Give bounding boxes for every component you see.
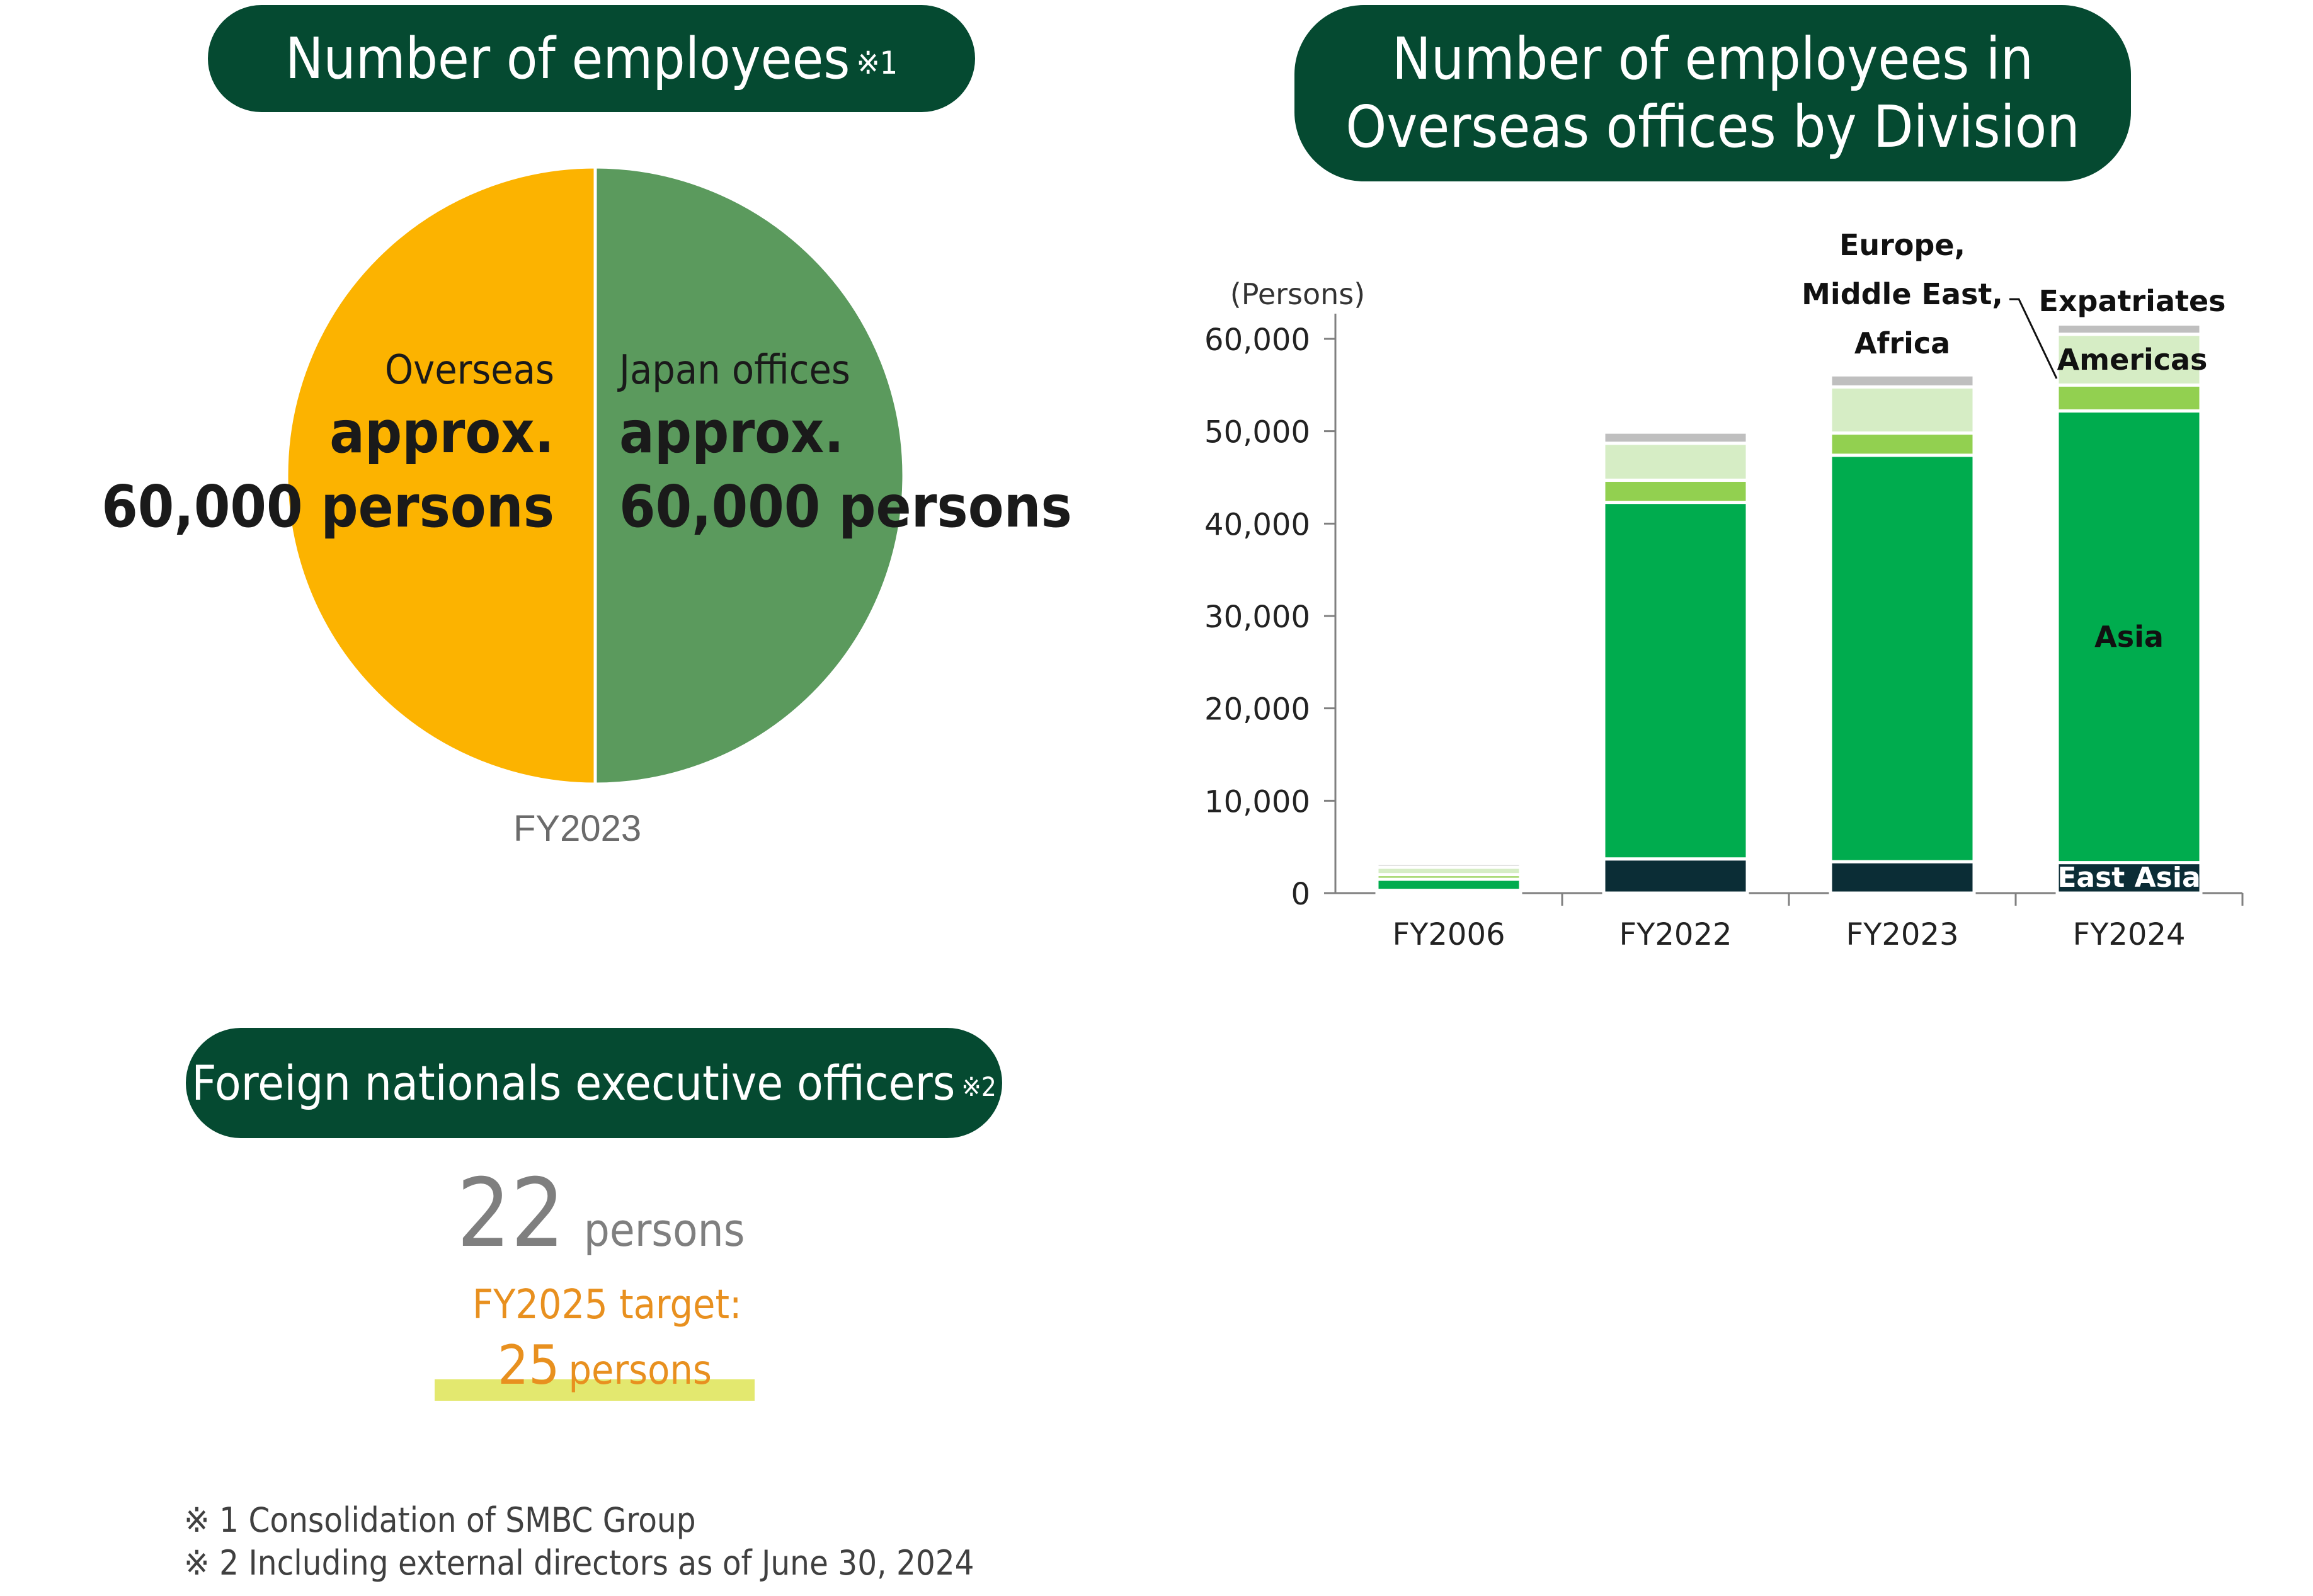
employees-pie-chart bbox=[285, 165, 906, 786]
target-number: 25 bbox=[498, 1334, 560, 1397]
executives-title: Foreign nationals executive officers ※2 bbox=[186, 1028, 1002, 1138]
series-label-europe-mea: Africa bbox=[1854, 326, 1950, 360]
series-label-europe-mea: Europe, bbox=[1839, 228, 1965, 262]
overseas-value: 60,000 persons bbox=[101, 473, 554, 540]
series-label-americas: Americas bbox=[2057, 343, 2208, 377]
target-highlight bbox=[435, 1379, 755, 1401]
executives-count: 22 persons bbox=[457, 1159, 745, 1268]
bar-segment-europe-mea bbox=[1829, 385, 1976, 435]
series-label-expatriates: Expatriates bbox=[2038, 284, 2225, 318]
overseas-label: Overseas bbox=[384, 347, 554, 394]
japan-approx: approx. bbox=[619, 399, 844, 466]
bar-segment-expatriates bbox=[1829, 373, 1976, 389]
division-title: Number of employees in Overseas offices … bbox=[1294, 5, 2131, 181]
series-label-east-asia: East Asia bbox=[2057, 862, 2200, 894]
bar-segment-expatriates bbox=[2055, 322, 2203, 336]
pie-label-overseas: Overseas approx. 60,000 persons bbox=[101, 345, 554, 544]
y-tick-label: 50,000 bbox=[1204, 415, 1310, 450]
y-tick-label: 20,000 bbox=[1204, 692, 1310, 727]
bar-segment-asia bbox=[1375, 877, 1522, 892]
bar-segment-americas bbox=[2055, 383, 2203, 413]
executives-number: 22 bbox=[457, 1159, 565, 1268]
target-label: FY2025 target: bbox=[472, 1282, 742, 1328]
target-unit: persons bbox=[568, 1347, 712, 1394]
bar-segment-east-asia bbox=[1602, 857, 1749, 895]
bar-segment-expatriates bbox=[1602, 430, 1749, 445]
pie-slice-overseas bbox=[285, 165, 597, 786]
employees-title: Number of employees ※1 bbox=[208, 5, 975, 112]
target-value: 25 persons bbox=[498, 1334, 712, 1397]
bar-chart-bars bbox=[1375, 322, 2203, 895]
division-title-line2: Overseas offices by Division bbox=[1345, 93, 2080, 161]
overseas-approx: approx. bbox=[329, 399, 554, 466]
bar-segment-europe-mea bbox=[1602, 442, 1749, 482]
executives-unit: persons bbox=[583, 1204, 745, 1257]
bar-segment-asia bbox=[1602, 501, 1749, 861]
bar-segment-asia bbox=[1829, 453, 1976, 864]
bar-segment-asia bbox=[2055, 409, 2203, 865]
pie-label-japan: Japan offices approx. 60,000 persons bbox=[619, 345, 1072, 544]
japan-label: Japan offices bbox=[619, 347, 850, 394]
japan-value: 60,000 persons bbox=[619, 473, 1072, 540]
x-tick-label: FY2024 bbox=[2072, 917, 2185, 952]
bar-segment-expatriates bbox=[1375, 862, 1522, 869]
bar-segment-americas bbox=[1602, 478, 1749, 504]
executives-title-note: ※2 bbox=[961, 1071, 997, 1103]
employees-title-text: Number of employees bbox=[285, 25, 850, 92]
footnote-1: ※ 1 Consolidation of SMBC Group bbox=[184, 1500, 696, 1540]
europe-mea-leader-line bbox=[2009, 298, 2058, 379]
x-tick-label: FY2023 bbox=[1846, 917, 1958, 952]
division-title-line1: Number of employees in bbox=[1391, 25, 2034, 93]
footnote-2: ※ 2 Including external directors as of J… bbox=[184, 1543, 974, 1583]
executives-title-text: Foreign nationals executive officers bbox=[191, 1055, 956, 1111]
series-label-asia: Asia bbox=[2094, 620, 2164, 654]
x-tick-label: FY2006 bbox=[1392, 917, 1505, 952]
series-label-europe-mea: Middle East, bbox=[1802, 277, 2003, 311]
x-tick-label: FY2022 bbox=[1619, 917, 1732, 952]
y-tick-label: 0 bbox=[1291, 877, 1310, 912]
division-bar-chart: 0 10,000 20,000 30,000 40,000 50,000 60,000 (Pe… bbox=[1204, 228, 2244, 952]
employees-title-note: ※1 bbox=[856, 45, 898, 82]
pie-year-caption: FY2023 bbox=[513, 808, 642, 849]
y-axis-unit: (Persons) bbox=[1230, 277, 1365, 311]
bar-chart-labels: East Asia Asia Americas Expatriates Europe, M… bbox=[1802, 228, 2225, 894]
bar-segment-east-asia bbox=[1829, 860, 1976, 895]
y-tick-label: 30,000 bbox=[1204, 600, 1310, 635]
bar-segment-americas bbox=[1829, 431, 1976, 457]
pie-slice-japan bbox=[593, 165, 906, 786]
y-tick-label: 60,000 bbox=[1204, 322, 1310, 358]
bar-chart-axes: 0 10,000 20,000 30,000 40,000 50,000 60,000 (Pe… bbox=[1204, 277, 2244, 952]
y-tick-label: 10,000 bbox=[1204, 784, 1310, 819]
y-tick-label: 40,000 bbox=[1204, 507, 1310, 542]
